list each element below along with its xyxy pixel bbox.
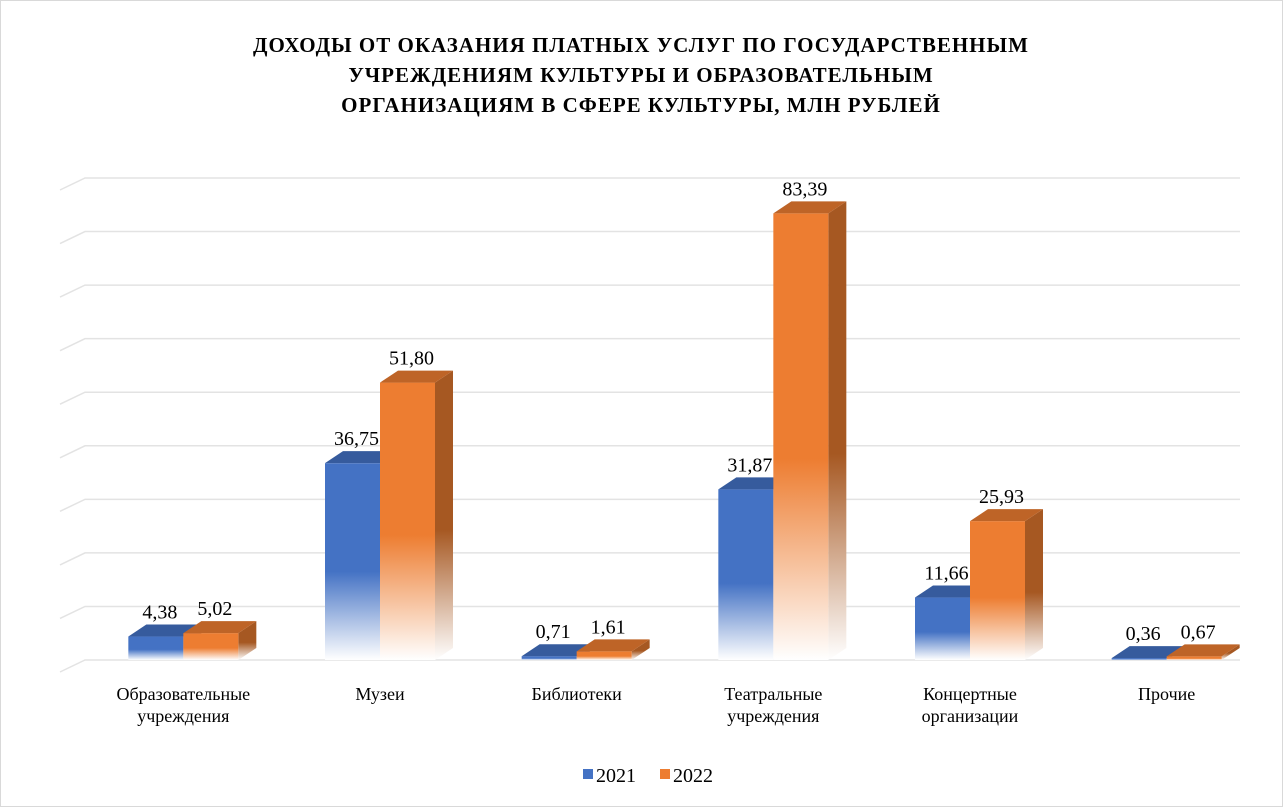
grid-line (59, 230, 1240, 245)
bar (1111, 658, 1167, 660)
bar (718, 489, 774, 660)
value-label: 0,36 (1126, 623, 1161, 645)
legend-label: 2022 (673, 765, 713, 787)
value-label: 4,38 (142, 602, 177, 624)
x-tick-label: Образовательные учреждения (116, 684, 250, 726)
bar-top (576, 639, 650, 652)
bar-side (238, 621, 257, 660)
grid-line (59, 391, 1240, 405)
bar-side (1221, 644, 1240, 660)
grid-line (59, 605, 1240, 620)
bar (521, 656, 577, 660)
bar-top (915, 585, 988, 598)
x-tick-label: Прочие (1138, 684, 1195, 704)
bar-side (435, 370, 453, 660)
x-tick-label: Библиотеки (532, 684, 623, 704)
x-tick-label: Музеи (355, 684, 405, 704)
value-label: 25,93 (979, 486, 1024, 508)
bar-top (380, 370, 453, 383)
bar-top (1166, 644, 1240, 657)
bar (128, 636, 184, 660)
value-label: 51,80 (389, 348, 434, 370)
bar (576, 651, 632, 660)
value-label: 36,75 (334, 428, 379, 450)
legend-swatch (660, 769, 670, 779)
bar-top (1111, 646, 1185, 659)
value-label: 1,61 (591, 616, 626, 638)
x-tick-label: Концертные организации (922, 684, 1019, 726)
grid-line (59, 659, 1240, 673)
bar (915, 597, 970, 660)
grid-line (59, 552, 1240, 566)
bar (970, 521, 1025, 660)
bar-top (325, 451, 398, 464)
bar-side (1025, 509, 1043, 660)
value-label: 83,39 (782, 178, 827, 200)
x-tick-label: Театральные учреждения (724, 684, 822, 726)
value-label: 11,66 (924, 563, 968, 585)
grid-line (59, 177, 1240, 191)
bar-top (773, 201, 847, 214)
chart-title: ДОХОДЫ ОТ ОКАЗАНИЯ ПЛАТНЫХ УСЛУГ ПО ГОСУ… (253, 33, 1029, 117)
grid-line (59, 337, 1240, 352)
grid-line (59, 284, 1240, 298)
value-label: 5,02 (197, 598, 232, 620)
legend-label: 2021 (596, 765, 636, 787)
bar-side (828, 201, 847, 661)
bar-top (521, 644, 595, 657)
bar-top (128, 624, 202, 637)
bar (1166, 656, 1222, 660)
value-label: 0,71 (536, 621, 571, 643)
bar (325, 463, 380, 660)
value-label: 0,67 (1181, 621, 1216, 643)
bar-top (970, 509, 1043, 522)
bar (773, 213, 829, 661)
bar-top (183, 621, 257, 634)
bar-top (718, 477, 792, 490)
bar (380, 382, 435, 660)
grid-line (59, 445, 1240, 459)
grid-line (59, 498, 1240, 513)
bar-side (631, 639, 650, 660)
value-label: 31,87 (727, 454, 772, 476)
legend-swatch (583, 769, 593, 779)
bar (183, 633, 239, 660)
